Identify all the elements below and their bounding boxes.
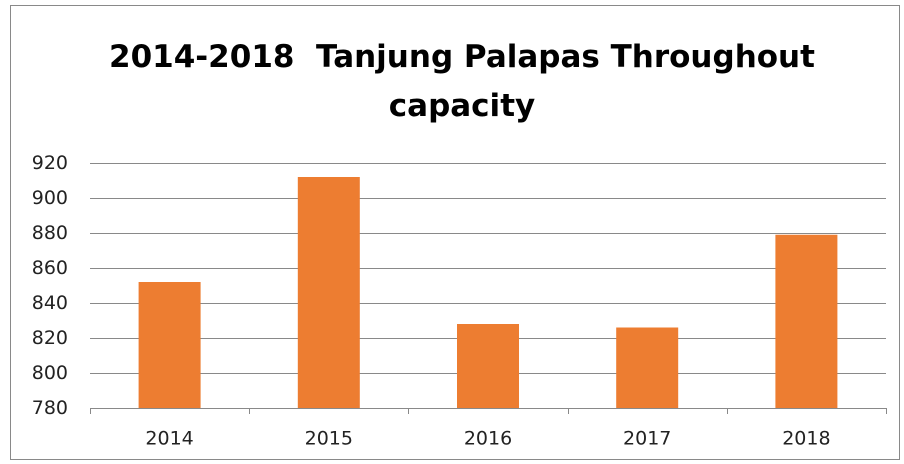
y-tick-label: 840 — [32, 292, 68, 314]
x-tick-label: 2015 — [305, 428, 353, 450]
y-tick-label: 780 — [32, 397, 68, 419]
bar — [297, 177, 360, 408]
x-tick-label: 2016 — [464, 428, 512, 450]
bar — [138, 282, 201, 408]
y-tick-label: 880 — [32, 222, 68, 244]
bar — [775, 234, 838, 408]
bar — [457, 324, 519, 408]
x-tick-label: 2018 — [782, 428, 830, 450]
y-tick-label: 800 — [32, 362, 68, 384]
y-tick-label: 920 — [32, 152, 68, 174]
bar — [616, 327, 679, 408]
chart-title: 2014-2018 Tanjung Palapas Throughout cap… — [109, 39, 826, 124]
y-tick-label: 860 — [32, 257, 68, 279]
y-tick-label: 900 — [32, 187, 68, 209]
x-tick-label: 2014 — [145, 428, 193, 450]
x-tick-label: 2017 — [623, 428, 671, 450]
y-tick-label: 820 — [32, 327, 68, 349]
